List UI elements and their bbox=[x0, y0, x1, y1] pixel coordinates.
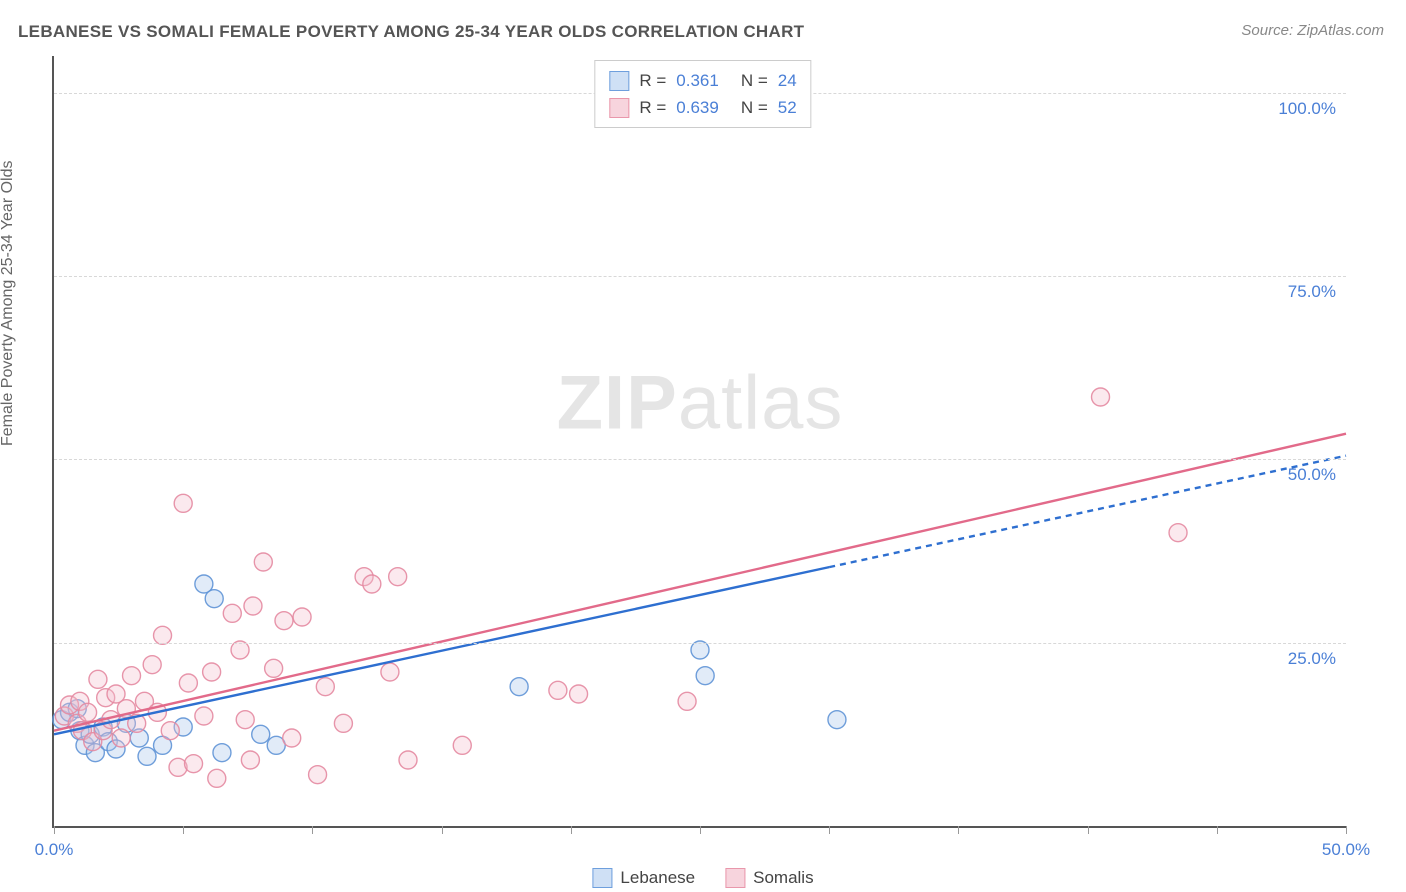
legend-row-somalis: R = 0.639 N = 52 bbox=[609, 94, 796, 121]
swatch-lebanese-icon bbox=[592, 868, 612, 888]
data-point bbox=[1092, 388, 1110, 406]
data-point bbox=[549, 681, 567, 699]
data-point bbox=[828, 711, 846, 729]
gridline bbox=[54, 459, 1346, 460]
legend-row-lebanese: R = 0.361 N = 24 bbox=[609, 67, 796, 94]
x-tick bbox=[312, 826, 313, 834]
x-tick bbox=[829, 826, 830, 834]
swatch-somalis-icon bbox=[725, 868, 745, 888]
data-point bbox=[138, 747, 156, 765]
source-attribution: Source: ZipAtlas.com bbox=[1241, 22, 1384, 39]
x-tick-label: 50.0% bbox=[1322, 840, 1370, 860]
data-point bbox=[691, 641, 709, 659]
x-tick-label: 0.0% bbox=[35, 840, 74, 860]
chart-container: LEBANESE VS SOMALI FEMALE POVERTY AMONG … bbox=[0, 0, 1406, 892]
data-point bbox=[316, 678, 334, 696]
y-axis-label: Female Poverty Among 25-34 Year Olds bbox=[0, 161, 17, 447]
source-prefix: Source: bbox=[1241, 22, 1297, 39]
x-tick bbox=[1346, 826, 1347, 834]
legend-label-lebanese: Lebanese bbox=[620, 868, 695, 888]
data-point bbox=[363, 575, 381, 593]
gridline bbox=[54, 276, 1346, 277]
data-point bbox=[389, 568, 407, 586]
data-point bbox=[223, 604, 241, 622]
data-point bbox=[174, 494, 192, 512]
legend-label-somalis: Somalis bbox=[753, 868, 813, 888]
n-label: N = bbox=[741, 67, 768, 94]
chart-title: LEBANESE VS SOMALI FEMALE POVERTY AMONG … bbox=[18, 22, 804, 42]
n-value-lebanese: 24 bbox=[778, 67, 797, 94]
n-value-somalis: 52 bbox=[778, 94, 797, 121]
data-point bbox=[510, 678, 528, 696]
n-label: N = bbox=[741, 94, 768, 121]
data-point bbox=[399, 751, 417, 769]
r-label: R = bbox=[639, 67, 666, 94]
gridline bbox=[54, 643, 1346, 644]
data-point bbox=[203, 663, 221, 681]
x-tick bbox=[571, 826, 572, 834]
data-point bbox=[570, 685, 588, 703]
data-point bbox=[254, 553, 272, 571]
data-point bbox=[154, 626, 172, 644]
data-point bbox=[678, 692, 696, 710]
data-point bbox=[696, 667, 714, 685]
data-point bbox=[185, 755, 203, 773]
data-point bbox=[79, 703, 97, 721]
data-point bbox=[112, 729, 130, 747]
data-point bbox=[453, 736, 471, 754]
legend-item-somalis: Somalis bbox=[725, 868, 813, 888]
swatch-lebanese-icon bbox=[609, 71, 629, 91]
data-point bbox=[309, 766, 327, 784]
data-point bbox=[208, 769, 226, 787]
data-point bbox=[381, 663, 399, 681]
data-point bbox=[252, 725, 270, 743]
data-point bbox=[275, 612, 293, 630]
data-point bbox=[244, 597, 262, 615]
data-point bbox=[213, 744, 231, 762]
r-value-somalis: 0.639 bbox=[676, 94, 719, 121]
x-tick bbox=[958, 826, 959, 834]
y-tick-label: 25.0% bbox=[1288, 649, 1336, 669]
data-point bbox=[231, 641, 249, 659]
data-point bbox=[205, 590, 223, 608]
plot-area: ZIPatlas 25.0%50.0%75.0%100.0%0.0%50.0% bbox=[52, 56, 1346, 828]
legend-item-lebanese: Lebanese bbox=[592, 868, 695, 888]
x-tick bbox=[183, 826, 184, 834]
trend-line bbox=[54, 567, 829, 734]
data-point bbox=[161, 722, 179, 740]
trend-line-extrapolated bbox=[829, 456, 1346, 567]
y-tick-label: 75.0% bbox=[1288, 282, 1336, 302]
data-point bbox=[283, 729, 301, 747]
swatch-somalis-icon bbox=[609, 98, 629, 118]
trend-line bbox=[54, 434, 1346, 731]
correlation-legend: R = 0.361 N = 24 R = 0.639 N = 52 bbox=[594, 60, 811, 128]
data-point bbox=[179, 674, 197, 692]
series-legend: Lebanese Somalis bbox=[592, 868, 813, 888]
data-point bbox=[123, 667, 141, 685]
data-point bbox=[89, 670, 107, 688]
data-point bbox=[241, 751, 259, 769]
data-point bbox=[293, 608, 311, 626]
r-value-lebanese: 0.361 bbox=[676, 67, 719, 94]
y-tick-label: 100.0% bbox=[1278, 99, 1336, 119]
plot-svg bbox=[54, 56, 1346, 826]
x-tick bbox=[1217, 826, 1218, 834]
x-tick bbox=[442, 826, 443, 834]
x-tick bbox=[1088, 826, 1089, 834]
x-tick bbox=[54, 826, 55, 834]
data-point bbox=[334, 714, 352, 732]
source-name: ZipAtlas.com bbox=[1297, 22, 1384, 39]
x-tick bbox=[700, 826, 701, 834]
data-point bbox=[265, 659, 283, 677]
y-tick-label: 50.0% bbox=[1288, 465, 1336, 485]
data-point bbox=[236, 711, 254, 729]
data-point bbox=[1169, 524, 1187, 542]
data-point bbox=[195, 707, 213, 725]
r-label: R = bbox=[639, 94, 666, 121]
data-point bbox=[143, 656, 161, 674]
